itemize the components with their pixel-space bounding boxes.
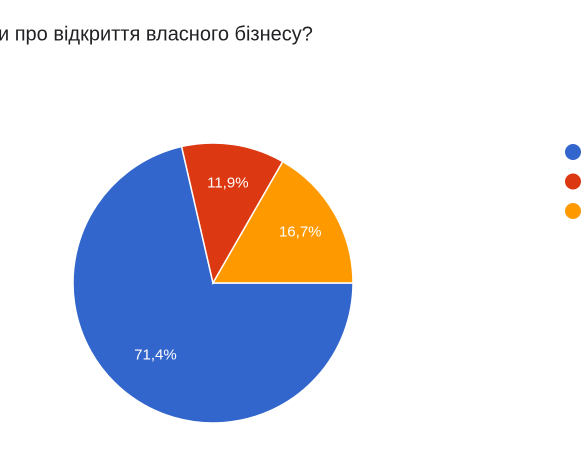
slice-label: 16,7% [279, 223, 322, 240]
legend-marker [565, 173, 581, 190]
slice-label: 11,9% [207, 174, 248, 191]
legend-marker [565, 144, 581, 160]
chart-title: и про відкриття власного бізнесу? [0, 23, 313, 45]
pie-slice [72, 145, 354, 424]
pie-slice [180, 142, 284, 286]
pie-slice [211, 160, 354, 284]
legend-marker [565, 203, 581, 219]
slice-label: 71,4% [134, 346, 177, 363]
